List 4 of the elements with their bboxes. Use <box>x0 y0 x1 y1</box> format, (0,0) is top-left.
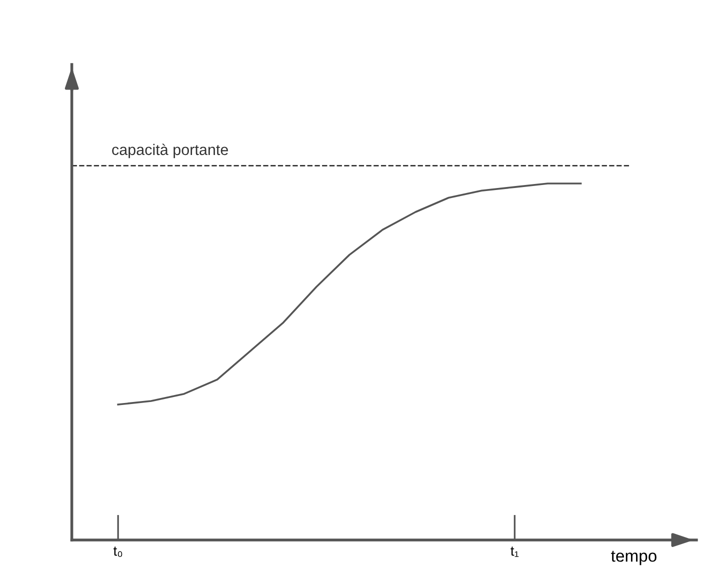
ref-line-label: capacità portante <box>112 144 228 158</box>
x-tick-label: t₀ <box>113 546 122 557</box>
x-axis-title: tempo <box>611 550 656 566</box>
x-tick-label: t₁ <box>510 546 519 557</box>
